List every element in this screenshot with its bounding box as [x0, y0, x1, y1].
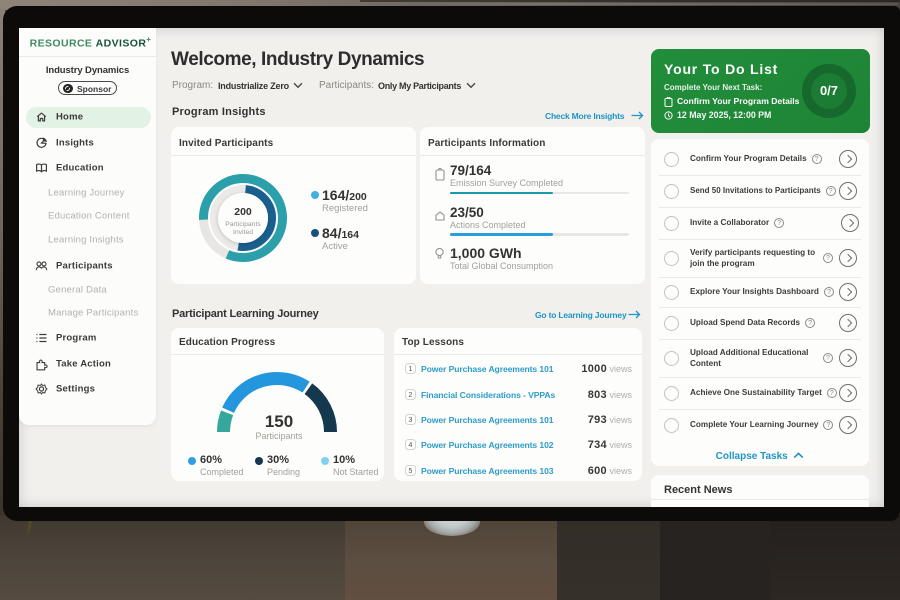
- svg-text:Participants: Participants: [225, 221, 261, 228]
- svg-text:Invited: Invited: [233, 229, 253, 236]
- svg-text:200: 200: [234, 206, 252, 218]
